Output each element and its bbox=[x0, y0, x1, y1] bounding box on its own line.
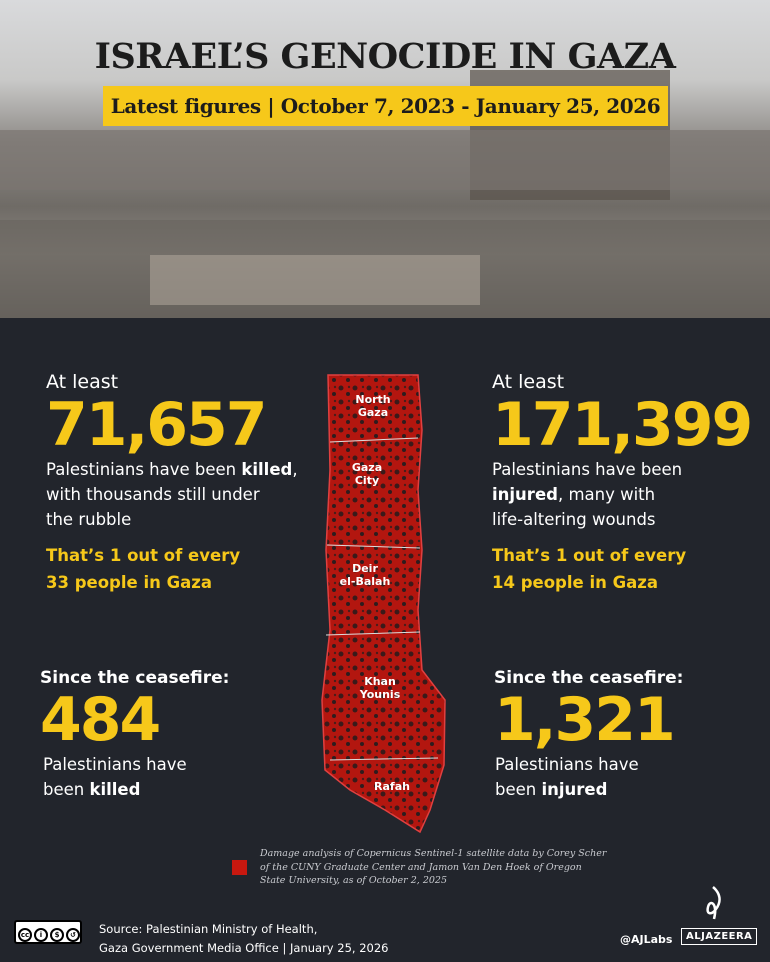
source-text: Source: Palestinian Ministry of Health, G… bbox=[99, 922, 389, 955]
ajlabs-handle: @AJLabs bbox=[620, 933, 673, 946]
ceasefire-injured-desc: Palestinians have been injured bbox=[495, 755, 639, 799]
aljazeera-calligraphy-logo-icon bbox=[706, 886, 721, 920]
boundary-khan-younis bbox=[329, 757, 439, 761]
map-label-deir-el-balah: Deir el-Balah bbox=[340, 562, 391, 588]
boundary-north-gaza bbox=[329, 437, 419, 443]
map-label-rafah: Rafah bbox=[374, 780, 410, 793]
killed-ratio: That’s 1 out of every 33 people in Gaza bbox=[46, 546, 241, 592]
killed-label: At least bbox=[46, 371, 119, 393]
ceasefire-killed-label: Since the ceasefire: bbox=[40, 668, 230, 688]
aljazeera-logo: ALJAZEERA bbox=[681, 928, 758, 945]
injured-stat: At least 171,399 Palestinians have been i… bbox=[492, 371, 753, 596]
injured-desc: Palestinians have been injured, many with… bbox=[492, 460, 683, 529]
date-range-banner: Latest figures | October 7, 2023 - Janua… bbox=[103, 86, 668, 126]
killed-value: 71,657 bbox=[46, 390, 268, 460]
map-label-khan-younis: Khan Younis bbox=[359, 675, 401, 701]
boundary-deir-el-balah bbox=[325, 631, 421, 636]
ceasefire-injured-value: 1,321 bbox=[494, 685, 676, 755]
map-label-gaza-city: Gaza City bbox=[352, 461, 382, 487]
injured-ratio: That’s 1 out of every 14 people in Gaza bbox=[492, 546, 687, 592]
killed-stat: At least 71,657 Palestinians have been k… bbox=[46, 371, 298, 596]
ceasefire-killed-value: 484 bbox=[40, 685, 161, 755]
boundary-gaza-city bbox=[326, 544, 421, 549]
injured-value: 171,399 bbox=[492, 390, 753, 460]
ceasefire-killed-desc: Palestinians have been killed bbox=[43, 755, 187, 799]
ceasefire-injured-label: Since the ceasefire: bbox=[494, 668, 684, 688]
ceasefire-injured-stat: Since the ceasefire: 1,321 Palestinians … bbox=[494, 668, 683, 802]
page-title: ISRAEL’S GENOCIDE IN GAZA bbox=[94, 36, 676, 77]
damage-analysis-note: Damage analysis of Copernicus Sentinel-1… bbox=[260, 848, 607, 886]
gaza-damage-map: North Gaza Gaza City Deir el-Balah Khan Younis R… bbox=[321, 374, 446, 834]
creative-commons-license-badge: cc i $ ↺ bbox=[14, 920, 82, 944]
map-label-north-gaza: North Gaza bbox=[355, 393, 390, 419]
injured-label: At least bbox=[492, 371, 565, 393]
killed-desc: Palestinians have been killed, with thous… bbox=[46, 460, 298, 529]
damage-legend-swatch bbox=[232, 860, 247, 875]
gaza-strip-outline bbox=[321, 374, 446, 834]
ceasefire-killed-stat: Since the ceasefire: 484 Palestinians ha… bbox=[40, 668, 229, 802]
